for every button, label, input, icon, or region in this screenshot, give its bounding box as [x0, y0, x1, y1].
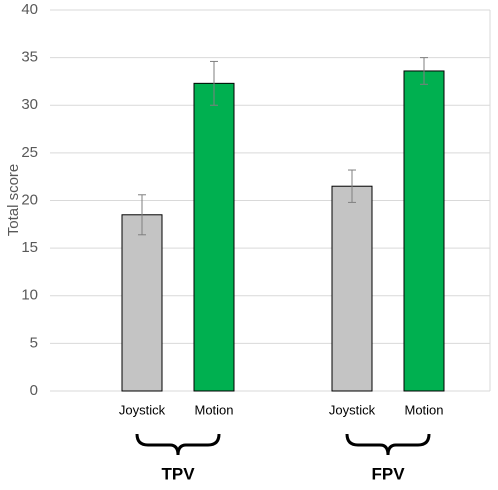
y-tick-label: 35 [21, 49, 38, 66]
series-label: Joystick [329, 402, 376, 417]
group-label: TPV [161, 464, 195, 483]
error-bar [420, 57, 428, 85]
brace [135, 433, 221, 456]
error-bar [348, 169, 356, 203]
series-label: Motion [194, 402, 233, 417]
error-bar [138, 194, 146, 236]
bar [403, 70, 445, 392]
error-bar [210, 60, 218, 106]
series-label: Motion [404, 402, 443, 417]
series-label: Joystick [119, 402, 166, 417]
bar [331, 185, 373, 392]
y-tick-label: 10 [21, 287, 38, 304]
y-tick-label: 15 [21, 239, 38, 256]
y-tick-label: 5 [30, 334, 38, 351]
y-tick-label: 25 [21, 144, 38, 161]
y-tick-label: 30 [21, 96, 38, 113]
y-tick-label: 0 [30, 382, 38, 399]
brace [345, 433, 431, 456]
y-tick-label: 40 [21, 1, 38, 18]
bar [121, 214, 163, 392]
y-tick-label: 20 [21, 191, 38, 208]
y-axis-title: Total score [5, 164, 22, 237]
group-label: FPV [371, 464, 405, 483]
bar [193, 82, 235, 392]
